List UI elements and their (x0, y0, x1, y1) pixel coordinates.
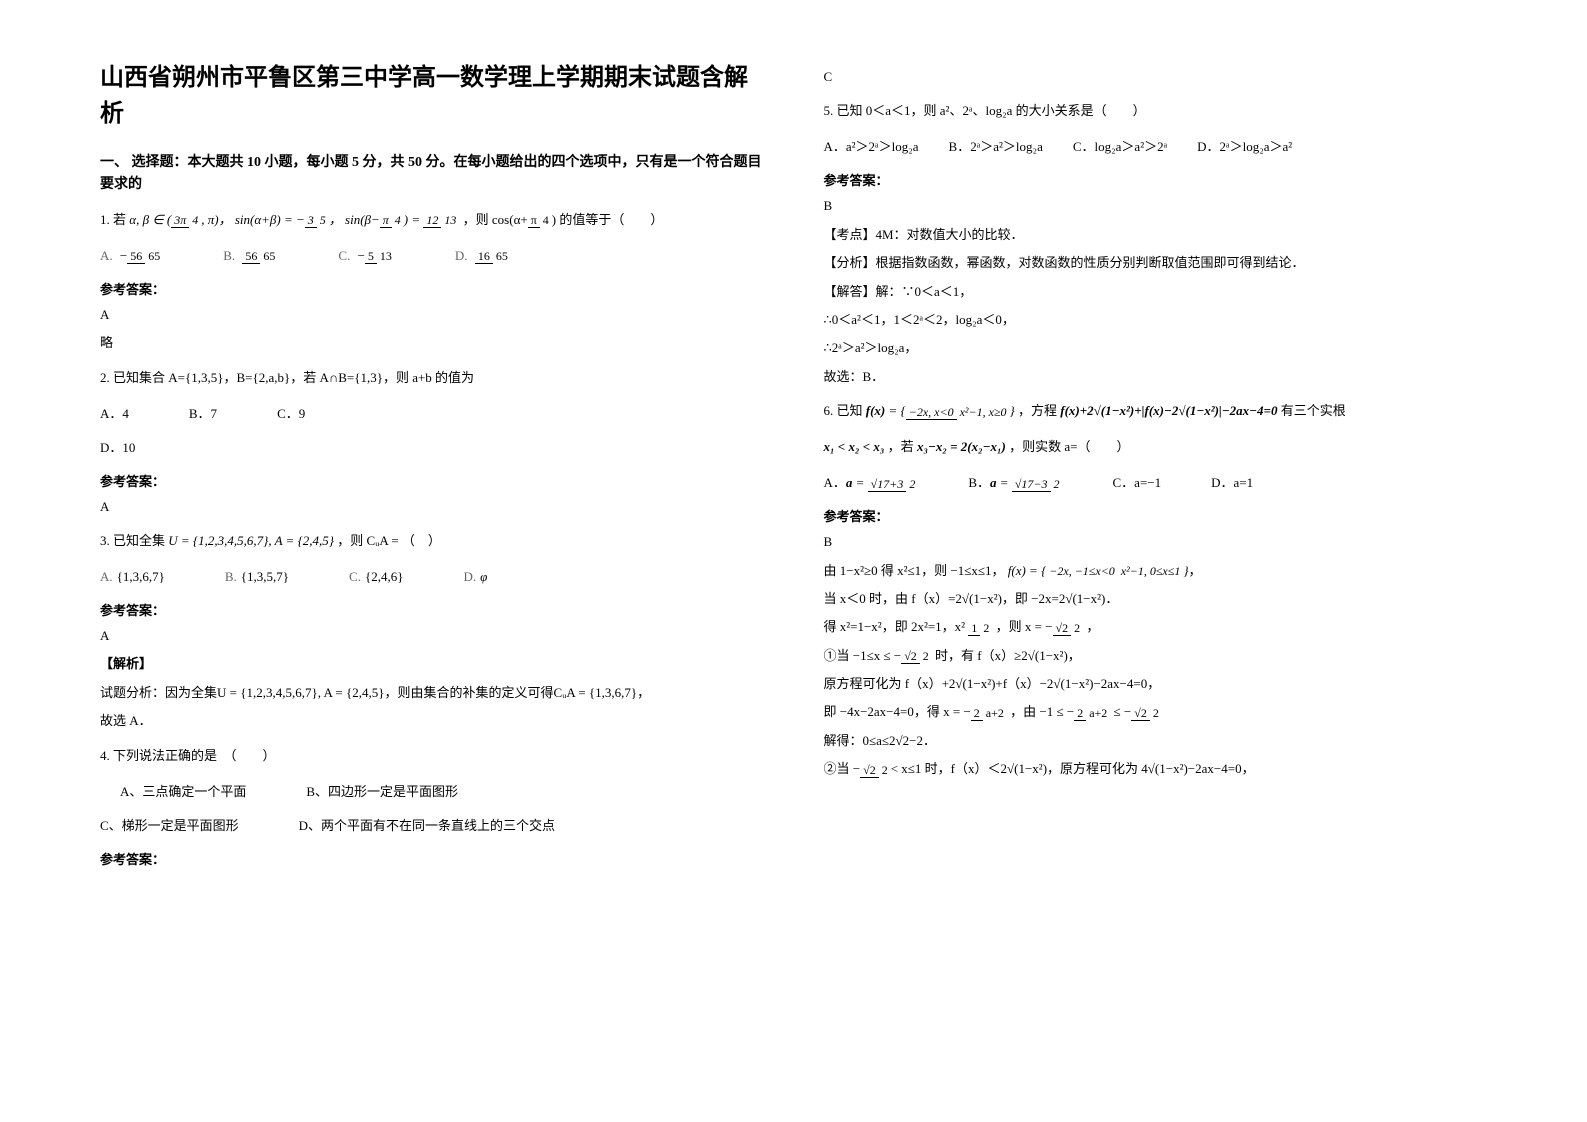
q6-prefix: 6. 已知 (824, 403, 863, 418)
q2-opt-b: B．7 (189, 401, 217, 427)
q4-answer: C (824, 65, 1488, 88)
q6-options: A．a = √17+32 B．a = √17−32 C．a=−1 D．a=1 (824, 470, 1488, 496)
q6-roots: x₁ < x₂ < x₃ (824, 439, 885, 454)
q6-answer: B (824, 530, 1488, 553)
q6-line2: x₁ < x₂ < x₃ ，若 x₃−x₂ = 2(x₂−x₁) ，则实数 a=… (824, 434, 1488, 460)
q6-a7: 解得：0≤a≤2√2−2． (824, 729, 1488, 752)
q6-a2: 当 x＜0 时，由 f（x）=2√(1−x²)，即 −2x=2√(1−x²)． (824, 587, 1488, 610)
q5-opt-c: C．log₂a＞a²＞2ᵃ (1073, 134, 1167, 160)
q5-answer-label: 参考答案： (824, 170, 1488, 189)
q1-answer-label: 参考答案： (100, 279, 764, 298)
q2-options: A．4 B．7 C．9 (100, 401, 764, 427)
q5-opt-a: A．a²＞2ᵃ＞log₂a (824, 134, 919, 160)
q1-answer: A (100, 303, 764, 326)
q1-opt-d: D. 1665 (455, 243, 511, 269)
q1-math: α, β ∈ (3π4, π)， sin(α+β) = −35， sin(β−π… (129, 212, 462, 227)
q4-options-row1: A、三点确定一个平面 B、四边形一定是平面图形 (100, 779, 764, 805)
q3-answer-label: 参考答案： (100, 600, 764, 619)
q5-answer: B (824, 194, 1488, 217)
q6-suffix: 有三个实根 (1281, 403, 1346, 418)
q3-opt-c: C.{2,4,6} (349, 564, 403, 590)
q6-a3: 得 x²=1−x²，即 2x²=1，x² 12 ，则 x = −√22 ， (824, 615, 1488, 638)
q6-a5: 原方程可化为 f（x）+2√(1−x²)+f（x）−2√(1−x²)−2ax−4… (824, 672, 1488, 695)
q6-answer-label: 参考答案： (824, 506, 1488, 525)
q5-options: A．a²＞2ᵃ＞log₂a B．2ᵃ＞a²＞log₂a C．log₂a＞a²＞2… (824, 134, 1488, 160)
q6-a1-func: f(x) = {−2x, −1≤x<0x²−1, 0≤x≤1} (1008, 563, 1189, 578)
q6-cond: x₃−x₂ = 2(x₂−x₁) (917, 439, 1006, 454)
right-column: C 5. 已知 0＜a＜1，则 a²、2ᵃ、log₂a 的大小关系是（ ） A．… (824, 60, 1488, 1062)
q2-opt-c: C．9 (277, 401, 305, 427)
q6-a6: 即 −4x−2ax−4=0，得 x = −2a+2 ，由 −1 ≤ −2a+2 … (824, 700, 1488, 723)
q5-label3: 【解答】解：∵0＜a＜1， (824, 280, 1488, 303)
q3-opt-d: D.φ (463, 564, 487, 590)
q3-opt-b: B.{1,3,5,7} (225, 564, 289, 590)
q6-opt-c: C．a=−1 (1113, 470, 1162, 496)
q6-opt-a: A．a = √17+32 (824, 470, 919, 496)
q1-prefix: 1. 若 (100, 212, 126, 227)
q6-mid: ，方程 f(x)+2√(1−x²)+|f(x)−2√(1−x²)|−2ax−4=… (1018, 403, 1277, 418)
q3-analysis2: 故选 A． (100, 709, 764, 732)
q6-a8: ②当 −√22< x≤1 时，f（x）＜2√(1−x²)，原方程可化为 4√(1… (824, 757, 1488, 780)
q6-cond-suffix: ，则实数 a=（ ） (1009, 439, 1129, 454)
q2-opt-d: D．10 (100, 435, 135, 461)
q6-opt-d: D．a=1 (1211, 470, 1253, 496)
q2-answer: A (100, 495, 764, 518)
q1-suffix-text: ，则 cos(α+π4) 的值等于（ ） (463, 212, 664, 227)
q5-label2: 【分析】根据指数函数，幂函数，对数函数的性质分别判断取值范围即可得到结论． (824, 251, 1488, 274)
exam-title: 山西省朔州市平鲁区第三中学高一数学理上学期期末试题含解析 (100, 60, 764, 132)
q3-opt-a: A.{1,3,6,7} (100, 564, 165, 590)
q4-opt-b: B、四边形一定是平面图形 (306, 779, 458, 805)
q3-analysis-label: 【解析】 (100, 652, 764, 675)
question-4: 4. 下列说法正确的是 （ ） (100, 743, 764, 769)
q6-func: f(x) = {−2x, x<0x²−1, x≥0} (866, 403, 1018, 418)
q4-answer-label: 参考答案： (100, 849, 764, 868)
q6-a4: ①当 −1≤x ≤ −√22 时，有 f（x）≥2√(1−x²)， (824, 644, 1488, 667)
q5-label1: 【考点】4M：对数值大小的比较． (824, 223, 1488, 246)
q6-a1: 由 1−x²≥0 得 x²≤1，则 −1≤x≤1， f(x) = {−2x, −… (824, 559, 1488, 582)
q1-opt-b: B. 5665 (223, 243, 278, 269)
q1-opt-c: C. −513 (338, 243, 395, 269)
section1-header: 一、 选择题：本大题共 10 小题，每小题 5 分，共 50 分。在每小题给出的… (100, 152, 764, 197)
q5-line1: ∴0＜a²＜1，1＜2ᵃ＜2，log₂a＜0， (824, 308, 1488, 331)
q4-opt-d: D、两个平面有不在同一条直线上的三个交点 (299, 813, 555, 839)
q3-set: U = {1,2,3,4,5,6,7}, A = {2,4,5} (168, 533, 334, 548)
q1-options: A. −5665 B. 5665 C. −513 D. 1665 (100, 243, 764, 269)
q3-analysis1: 试题分析：因为全集U = {1,2,3,4,5,6,7}, A = {2,4,5… (100, 681, 764, 704)
question-1: 1. 若 α, β ∈ (3π4, π)， sin(α+β) = −35， si… (100, 207, 764, 233)
q6-opt-b: B．a = √17−32 (968, 470, 1062, 496)
q5-opt-b: B．2ᵃ＞a²＞log₂a (949, 134, 1043, 160)
q2-options-2: D．10 (100, 435, 764, 461)
q2-opt-a: A．4 (100, 401, 129, 427)
q1-analysis: 略 (100, 331, 764, 354)
q1-opt-a: A. −5665 (100, 243, 163, 269)
q5-opt-d: D．2ᵃ＞log₂a＞a² (1197, 134, 1292, 160)
q5-line3: 故选：B． (824, 365, 1488, 388)
q4-opt-c: C、梯形一定是平面图形 (100, 813, 239, 839)
question-6: 6. 已知 f(x) = {−2x, x<0x²−1, x≥0} ，方程 f(x… (824, 398, 1488, 424)
q5-line2: ∴2ᵃ＞a²＞log₂a， (824, 336, 1488, 359)
q3-answer: A (100, 624, 764, 647)
left-column: 山西省朔州市平鲁区第三中学高一数学理上学期期末试题含解析 一、 选择题：本大题共… (100, 60, 764, 1062)
q3-options: A.{1,3,6,7} B.{1,3,5,7} C.{2,4,6} D.φ (100, 564, 764, 590)
q4-opt-a: A、三点确定一个平面 (120, 779, 246, 805)
question-3: 3. 已知全集 U = {1,2,3,4,5,6,7}, A = {2,4,5}… (100, 528, 764, 554)
q2-answer-label: 参考答案： (100, 471, 764, 490)
q4-options-row2: C、梯形一定是平面图形 D、两个平面有不在同一条直线上的三个交点 (100, 813, 764, 839)
q6-cond-prefix: ，若 (888, 439, 914, 454)
question-2: 2. 已知集合 A={1,3,5}，B={2,a,b}，若 A∩B={1,3}，… (100, 365, 764, 391)
question-5: 5. 已知 0＜a＜1，则 a²、2ᵃ、log₂a 的大小关系是（ ） (824, 98, 1488, 124)
q3-prefix: 3. 已知全集 (100, 533, 165, 548)
q3-suffix: ，则 CᵤA = （ ） (337, 533, 441, 548)
